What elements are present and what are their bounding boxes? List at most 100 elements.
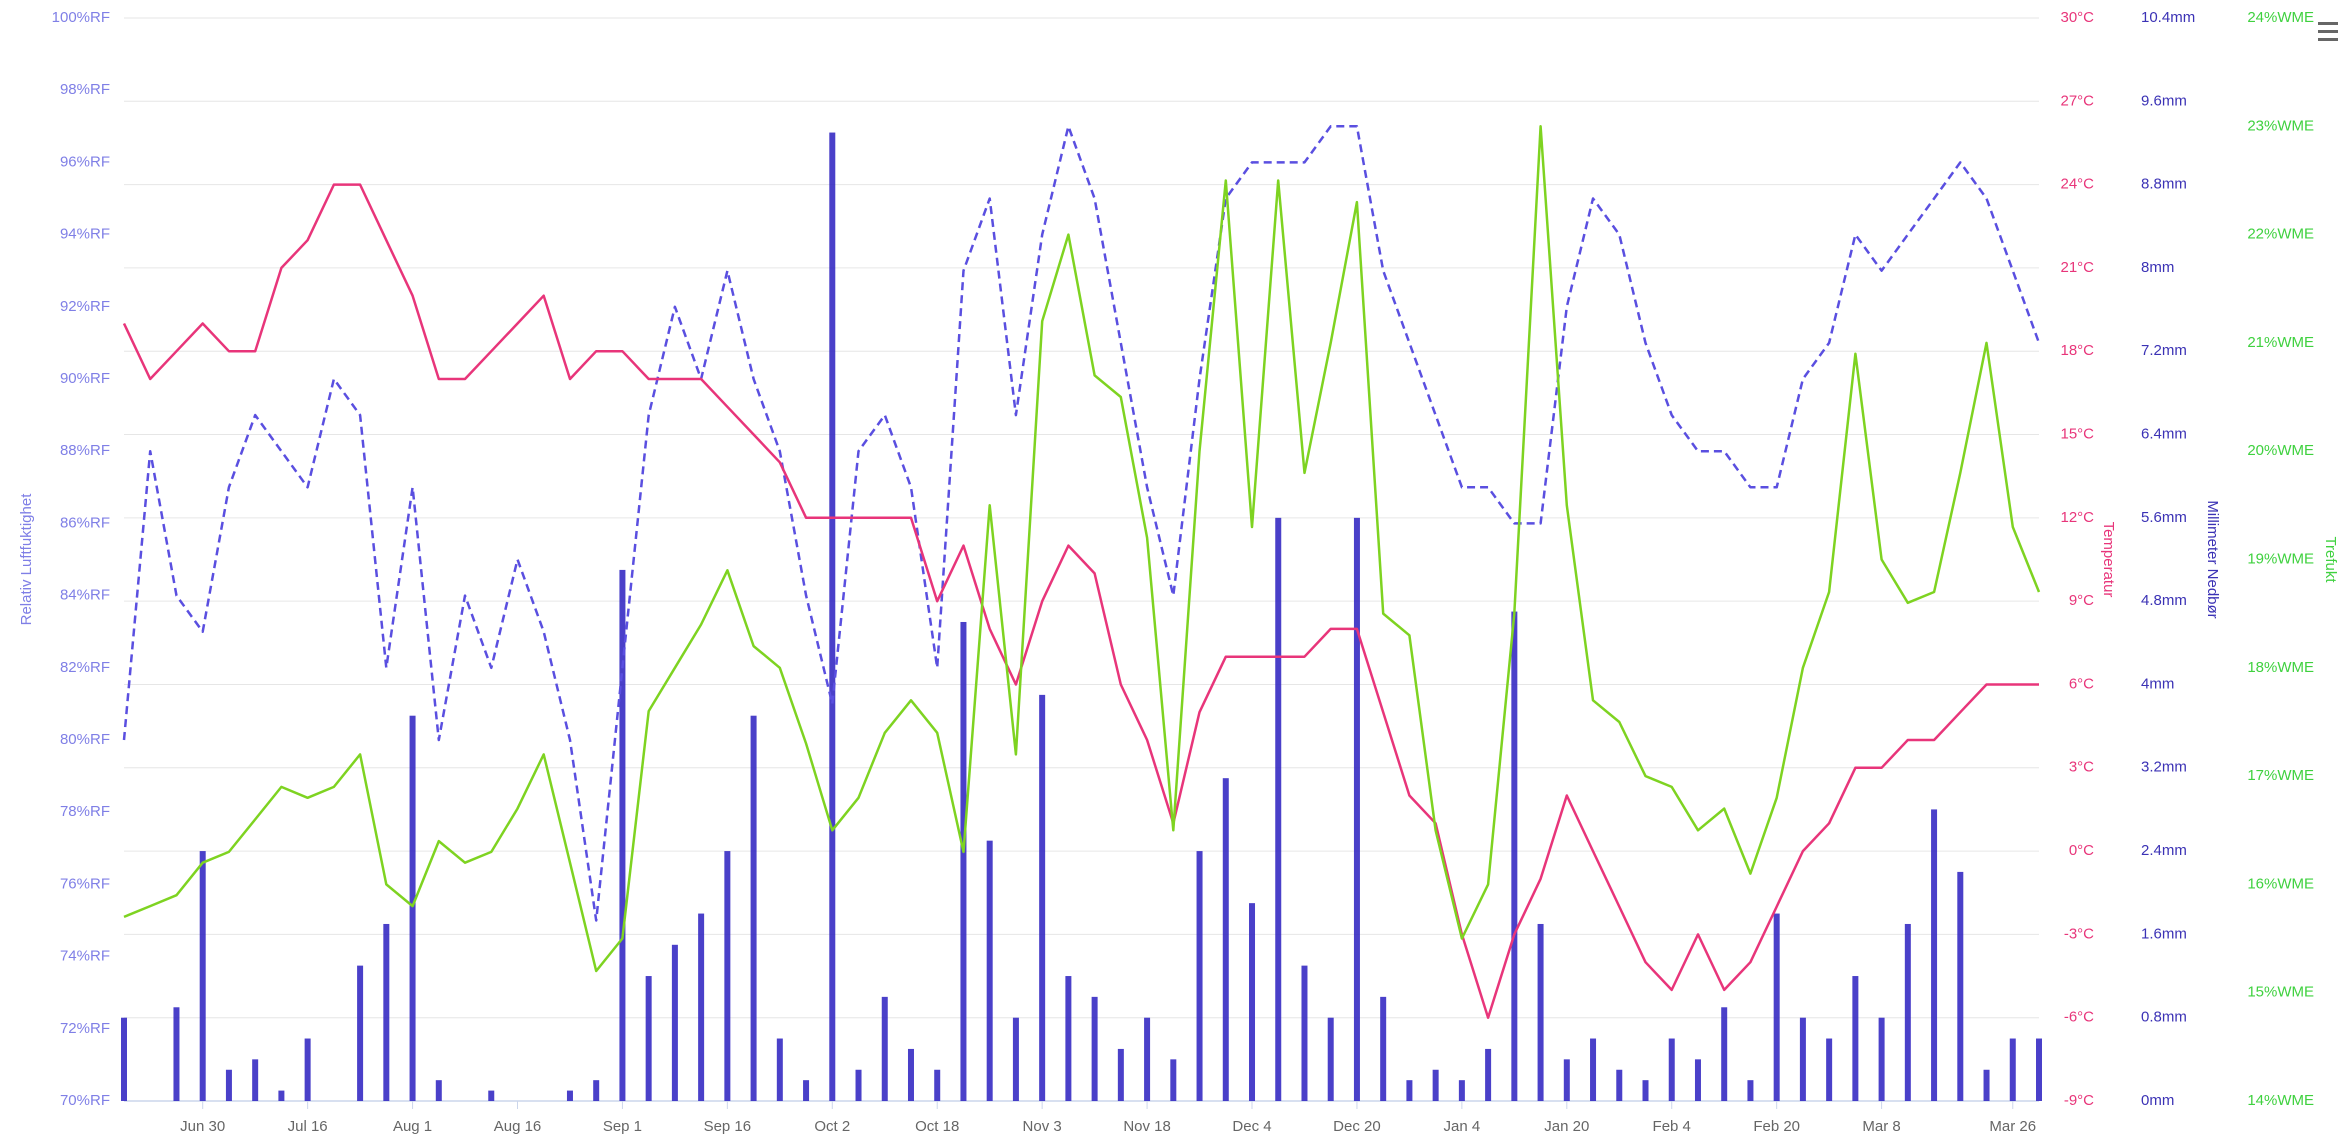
menu-icon[interactable] — [2318, 22, 2338, 41]
menu-bar — [2318, 30, 2338, 33]
precipitation-bar — [1826, 1038, 1833, 1101]
y2-axis-title: Temperatur — [2100, 522, 2117, 598]
x-tick-label: Aug 1 — [393, 1118, 432, 1135]
precipitation-bar — [1144, 1017, 1151, 1101]
precipitation-bar — [724, 851, 731, 1101]
series-line — [122, 183, 2039, 1019]
y2-tick-label: 27°C — [2060, 92, 2094, 109]
y4-tick-label: 24%WME — [2247, 9, 2314, 26]
precipitation-bar — [776, 1038, 783, 1101]
precipitation-bar — [1196, 851, 1203, 1101]
precipitation-bar — [566, 1090, 573, 1101]
y3-tick-label: 7.2mm — [2141, 342, 2187, 359]
precipitation-bar — [1301, 965, 1308, 1101]
precipitation-bar — [855, 1069, 862, 1101]
x-tick-label: Jan 20 — [1544, 1118, 1589, 1135]
precipitation-bar — [2009, 1038, 2016, 1101]
y3-tick-label: 4mm — [2141, 675, 2174, 692]
precipitation-bar — [1563, 1059, 1570, 1101]
precipitation-bar — [619, 569, 626, 1101]
y-tick-label: 96%RF — [60, 153, 110, 170]
y4-tick-label: 17%WME — [2247, 767, 2314, 784]
y2-tick-label: 6°C — [2069, 675, 2094, 692]
y-tick-label: 72%RF — [60, 1020, 110, 1037]
x-tick-label: Jan 4 — [1444, 1118, 1481, 1135]
y-tick-label: 92%RF — [60, 298, 110, 315]
y2-tick-label: 3°C — [2069, 759, 2094, 776]
y2-tick-label: 24°C — [2060, 176, 2094, 193]
precipitation-bar — [278, 1090, 285, 1101]
y2-tick-label: 18°C — [2060, 342, 2094, 359]
y-tick-label: 70%RF — [60, 1092, 110, 1109]
y3-tick-label: 8mm — [2141, 259, 2174, 276]
precipitation-bar — [1904, 923, 1911, 1101]
precipitation-bar — [1065, 976, 1072, 1101]
x-tick-label: Oct 18 — [915, 1118, 959, 1135]
y3-tick-label: 8.8mm — [2141, 176, 2187, 193]
y3-axis-title: Millimeter Nedbør — [2204, 500, 2221, 618]
y4-tick-label: 16%WME — [2247, 875, 2314, 892]
precipitation-bar — [1642, 1080, 1649, 1101]
y3-tick-label: 3.2mm — [2141, 759, 2187, 776]
precipitation-bar — [1799, 1017, 1806, 1101]
y-tick-label: 94%RF — [60, 226, 110, 243]
precipitation-bar — [1249, 903, 1256, 1101]
y-tick-label: 98%RF — [60, 81, 110, 98]
precipitation-bar — [1222, 778, 1229, 1101]
y-tick-label: 74%RF — [60, 948, 110, 965]
x-tick-label: Sep 16 — [704, 1118, 752, 1135]
x-tick-label: Jul 16 — [288, 1118, 328, 1135]
precipitation-bar — [1012, 1017, 1019, 1101]
y3-tick-label: 0.8mm — [2141, 1009, 2187, 1026]
precipitation-bar — [435, 1080, 442, 1101]
y3-tick-label: 5.6mm — [2141, 509, 2187, 526]
y-tick-label: 82%RF — [60, 659, 110, 676]
y4-tick-label: 23%WME — [2247, 117, 2314, 134]
y2-tick-label: 12°C — [2060, 509, 2094, 526]
y3-tick-label: 1.6mm — [2141, 925, 2187, 942]
precipitation-bar — [1039, 694, 1046, 1101]
precipitation-bar — [1117, 1048, 1124, 1101]
y3-tick-label: 4.8mm — [2141, 592, 2187, 609]
precipitation-bar — [1432, 1069, 1439, 1101]
precipitation-bar — [986, 840, 993, 1101]
precipitation-bar — [488, 1090, 495, 1101]
precipitation-bar — [934, 1069, 941, 1101]
y4-tick-label: 15%WME — [2247, 984, 2314, 1001]
precipitation-bar — [1747, 1080, 1754, 1101]
precipitation-bar — [1091, 996, 1098, 1101]
precipitation-bar — [2036, 1038, 2042, 1101]
precipitation-bar — [121, 1017, 127, 1101]
precipitation-bar — [593, 1080, 600, 1101]
precipitation-bar — [1931, 809, 1938, 1101]
precipitation-bar — [645, 976, 652, 1101]
precipitation-bar — [225, 1069, 232, 1101]
precipitation-bar — [1327, 1017, 1334, 1101]
y-tick-label: 76%RF — [60, 875, 110, 892]
precipitation-bar — [1852, 976, 1859, 1101]
y4-tick-label: 21%WME — [2247, 334, 2314, 351]
precipitation-bar — [1170, 1059, 1177, 1101]
y-tick-label: 88%RF — [60, 442, 110, 459]
precipitation-bar — [1983, 1069, 1990, 1101]
y4-axis-title: Trefukt — [2322, 536, 2339, 583]
precipitation-bar — [409, 715, 416, 1101]
precipitation-bar — [881, 996, 888, 1101]
y3-tick-label: 9.6mm — [2141, 92, 2187, 109]
precipitation-bar — [304, 1038, 311, 1101]
precipitation-bar — [907, 1048, 914, 1101]
x-tick-label: Mar 26 — [1989, 1118, 2036, 1135]
precipitation-bar — [383, 923, 390, 1101]
x-tick-label: Feb 20 — [1753, 1118, 1800, 1135]
y4-tick-label: 14%WME — [2247, 1092, 2314, 1109]
precipitation-bar — [803, 1080, 810, 1101]
precipitation-bar — [173, 1007, 180, 1101]
precipitation-bar — [1406, 1080, 1413, 1101]
y3-tick-label: 2.4mm — [2141, 842, 2187, 859]
x-tick-label: Oct 2 — [814, 1118, 850, 1135]
y-tick-label: 86%RF — [60, 514, 110, 531]
y3-tick-label: 10.4mm — [2141, 9, 2195, 26]
precipitation-bar — [1616, 1069, 1623, 1101]
series-line — [122, 125, 2041, 922]
